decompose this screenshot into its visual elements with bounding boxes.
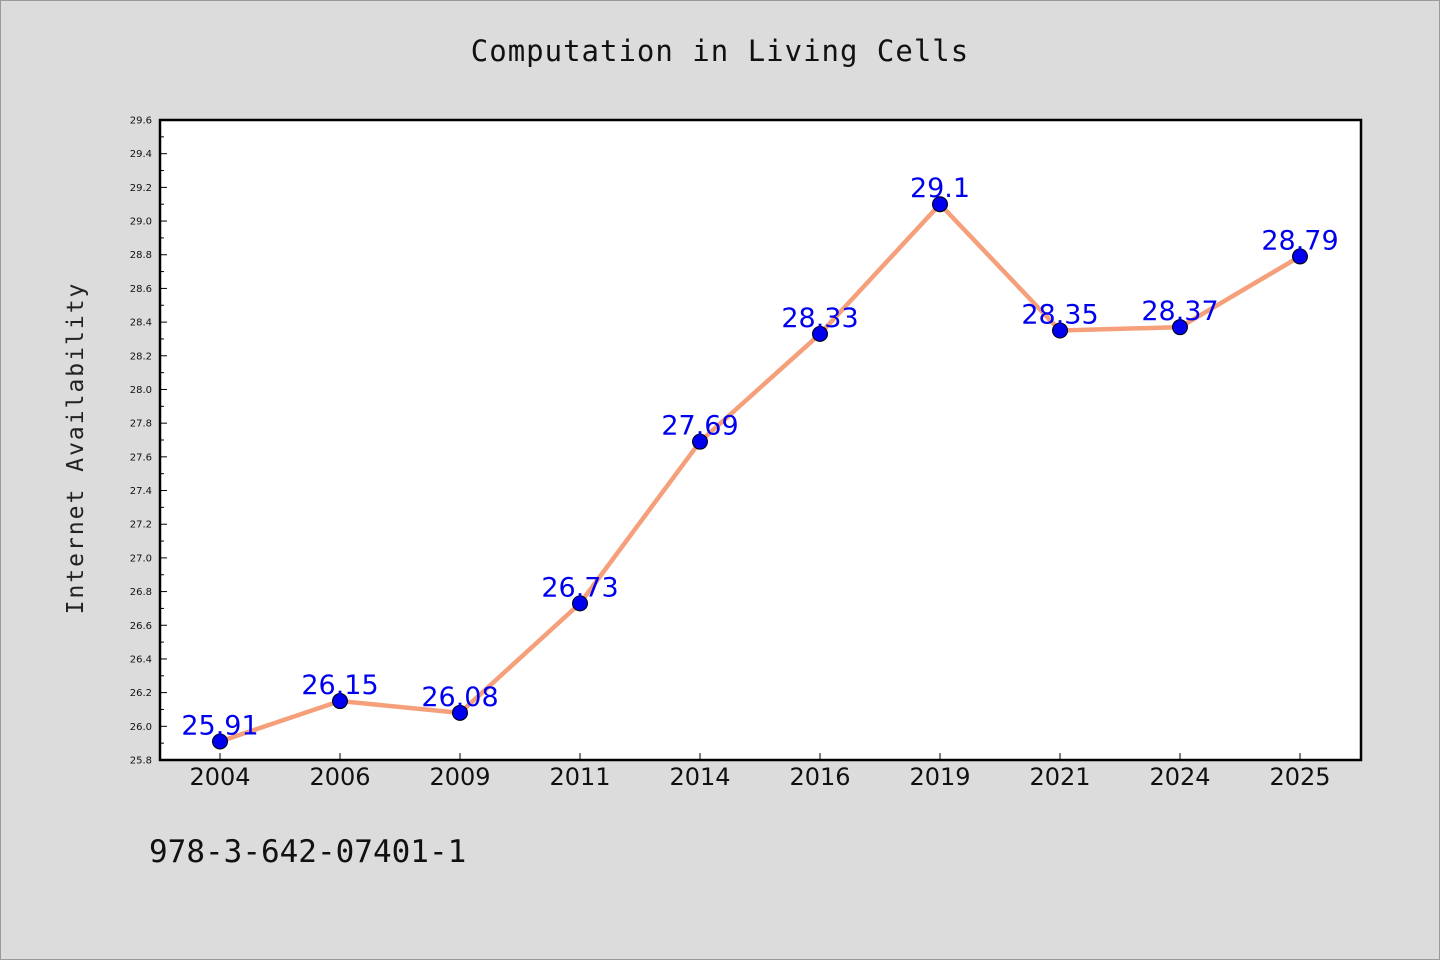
y-tick-label: 26.0 — [130, 722, 152, 733]
series-line — [217, 201, 1303, 744]
x-tick-label: 2004 — [189, 763, 250, 791]
data-point — [812, 325, 828, 342]
y-tick-label: 29.6 — [130, 116, 152, 127]
data-label: 27.69 — [661, 411, 738, 442]
x-axis-ticks: 2004 2006 2009 2011 2014 2016 2019 2021 2024 2025 — [189, 753, 1331, 791]
data-point — [932, 196, 948, 213]
x-tick-label: 2024 — [1149, 763, 1210, 791]
y-tick-label: 27.8 — [130, 419, 152, 430]
x-tick-label: 2006 — [309, 763, 370, 791]
y-tick-label: 27.2 — [130, 520, 152, 531]
data-point — [1292, 248, 1308, 265]
data-label: 28.35 — [1021, 300, 1098, 331]
data-label: 29.1 — [910, 173, 970, 204]
chart-title: Computation in Living Cells — [470, 34, 970, 68]
plot-area — [158, 118, 1363, 762]
data-point — [572, 595, 588, 612]
y-tick-label: 26.8 — [130, 587, 152, 598]
data-point — [212, 733, 228, 750]
data-point — [692, 433, 708, 450]
y-tick-label: 25.8 — [130, 756, 152, 767]
y-tick-label: 29.0 — [130, 217, 152, 228]
isbn-code: 978-3-642-07401-1 — [149, 834, 467, 870]
y-tick-label: 28.8 — [130, 250, 152, 261]
y-tick-label: 27.4 — [130, 486, 152, 497]
y-tick-label: 28.2 — [130, 351, 152, 362]
data-point — [332, 693, 348, 710]
x-tick-label: 2011 — [549, 763, 610, 791]
x-tick-label: 2025 — [1269, 763, 1330, 791]
data-label: 28.33 — [781, 303, 858, 334]
y-tick-label: 29.2 — [130, 183, 152, 194]
y-tick-label: 26.4 — [130, 654, 152, 665]
data-label: 28.79 — [1261, 225, 1338, 256]
data-series — [212, 196, 1308, 750]
data-point — [1052, 322, 1068, 339]
y-tick-label: 27.0 — [130, 553, 152, 564]
data-labels: 25.91 26.15 26.08 26.73 27.69 28.33 29.1 28.35 2… — [181, 173, 1338, 741]
data-label: 26.08 — [421, 682, 498, 713]
data-point — [1172, 319, 1188, 336]
y-tick-label: 26.6 — [130, 621, 152, 632]
data-label: 28.37 — [1141, 296, 1218, 327]
y-tick-label: 28.6 — [130, 284, 152, 295]
x-tick-label: 2016 — [789, 763, 850, 791]
x-tick-label: 2009 — [429, 763, 490, 791]
data-label: 25.91 — [181, 710, 258, 741]
y-tick-label: 27.6 — [130, 452, 152, 463]
x-tick-label: 2014 — [669, 763, 730, 791]
y-tick-label: 28.4 — [130, 318, 152, 329]
y-axis-ticks: 25.8 26.0 26.2 26.4 26.6 26.8 27.0 27.2 27.4 27.6… — [130, 116, 167, 767]
y-tick-label: 28.0 — [130, 385, 152, 396]
x-tick-label: 2021 — [1029, 763, 1090, 791]
x-tick-label: 2019 — [909, 763, 970, 791]
data-point — [452, 704, 468, 721]
y-tick-label: 26.2 — [130, 688, 152, 699]
data-label: 26.73 — [541, 572, 618, 603]
y-tick-label: 29.4 — [130, 149, 152, 160]
data-label: 26.15 — [301, 670, 378, 701]
